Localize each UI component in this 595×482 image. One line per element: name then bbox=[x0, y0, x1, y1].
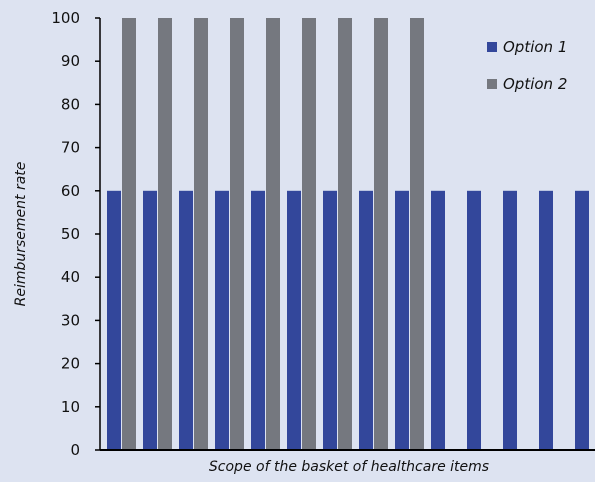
y-tick-label: 10 bbox=[61, 398, 80, 416]
legend-label-option-1: Option 1 bbox=[503, 38, 567, 56]
bar-option-2-1 bbox=[122, 18, 136, 450]
bar-option-2-3 bbox=[194, 18, 208, 450]
y-tick-label: 30 bbox=[61, 311, 80, 329]
bar-option-1-7 bbox=[323, 190, 337, 451]
bar-option-2-5 bbox=[266, 18, 280, 450]
bar-option-2-4 bbox=[230, 18, 244, 450]
bar-option-1-14 bbox=[575, 190, 589, 451]
bar-option-1-13 bbox=[539, 190, 553, 451]
bar-option-2-9 bbox=[410, 18, 424, 450]
y-tick-label: 100 bbox=[51, 9, 80, 27]
bar-option-2-7 bbox=[338, 18, 352, 450]
bar-option-2-8 bbox=[374, 18, 388, 450]
y-tick-labels: 0 10 20 30 40 50 60 70 80 90 100 bbox=[51, 9, 100, 459]
y-axis-title: Reimbursement rate bbox=[13, 162, 29, 307]
bar-option-1-3 bbox=[179, 190, 193, 451]
bar-option-1-10 bbox=[431, 190, 445, 451]
x-axis-title: Scope of the basket of healthcare items bbox=[209, 459, 489, 475]
bar-option-1-4 bbox=[215, 190, 229, 451]
bar-option-1-1 bbox=[107, 190, 121, 451]
bars-layer bbox=[107, 18, 589, 451]
legend: Option 1 Option 2 bbox=[487, 38, 567, 93]
y-tick-label: 20 bbox=[61, 355, 80, 373]
bar-option-2-2 bbox=[158, 18, 172, 450]
bar-option-1-11 bbox=[467, 190, 481, 451]
y-tick-label: 0 bbox=[70, 441, 80, 459]
bar-option-1-8 bbox=[359, 190, 373, 451]
legend-swatch-option-2 bbox=[487, 79, 497, 89]
bar-option-1-6 bbox=[287, 190, 301, 451]
bar-option-1-9 bbox=[395, 190, 409, 451]
y-tick-label: 80 bbox=[61, 95, 80, 113]
y-tick-label: 90 bbox=[61, 52, 80, 70]
y-tick-label: 70 bbox=[61, 139, 80, 157]
y-tick-label: 60 bbox=[61, 182, 80, 200]
legend-label-option-2: Option 2 bbox=[503, 75, 567, 93]
y-tick-label: 40 bbox=[61, 268, 80, 286]
bar-option-2-6 bbox=[302, 18, 316, 450]
legend-swatch-option-1 bbox=[487, 42, 497, 52]
bar-option-1-5 bbox=[251, 190, 265, 451]
bar-option-1-12 bbox=[503, 190, 517, 451]
y-tick-label: 50 bbox=[61, 225, 80, 243]
bar-option-1-2 bbox=[143, 190, 157, 451]
